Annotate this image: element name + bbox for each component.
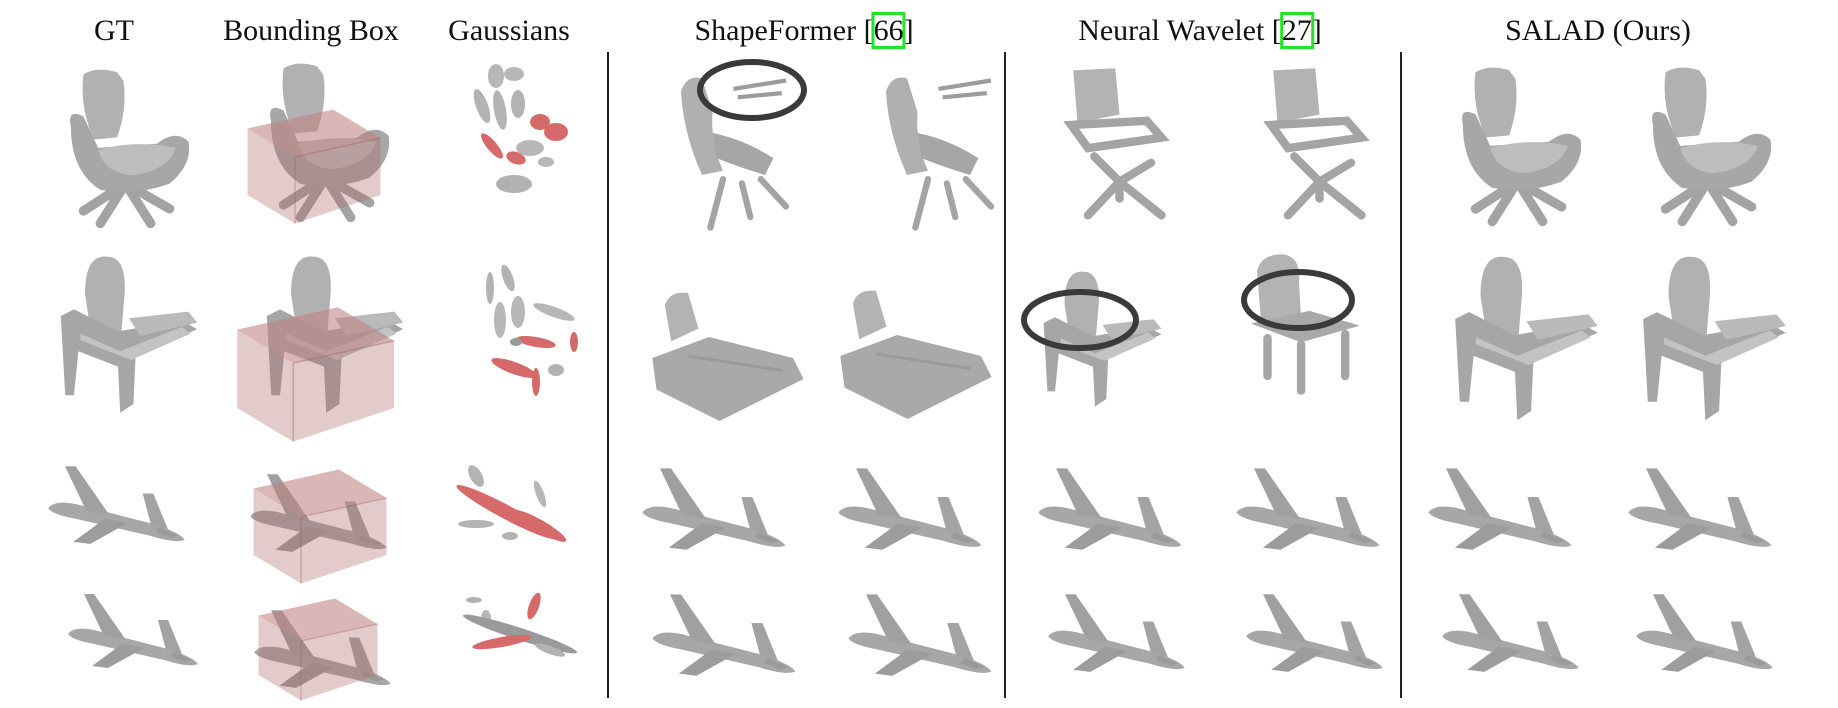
wavelet-render-airplane-1a [1038, 468, 1182, 550]
shapeformer-render-airplane-2a [652, 594, 796, 676]
separator-line [607, 52, 609, 698]
gaussian-render-chair-1 [470, 64, 568, 193]
citation-ref-shapeformer[interactable]: 66 [871, 12, 906, 49]
bbox-render-airplane-1 [250, 468, 388, 585]
header-shapeformer: ShapeFormer [66] [694, 12, 914, 49]
gt-render-chair-1 [48, 60, 198, 230]
salad-render-airplane-1b [1628, 468, 1772, 550]
bbox-render-airplane-2 [254, 597, 391, 702]
shapeformer-render-airplane-1a [642, 468, 786, 550]
bbox-render-chair-1 [246, 60, 412, 225]
salad-render-airplane-2b [1636, 594, 1773, 672]
citation-ref-neural-wavelet[interactable]: 27 [1279, 12, 1314, 49]
header-gt: GT [94, 14, 134, 47]
header-neural-wavelet: Neural Wavelet [27] [1078, 12, 1322, 49]
wavelet-render-airplane-2a [1048, 594, 1185, 672]
gaussian-render-airplane-2 [461, 591, 579, 660]
header-salad-ours: SALAD (Ours) [1505, 14, 1691, 47]
salad-render-chair-2b [1643, 256, 1786, 421]
wavelet-render-airplane-1b [1236, 468, 1380, 550]
salad-render-airplane-1a [1428, 468, 1572, 550]
gt-render-airplane-2 [68, 594, 198, 668]
shapeformer-render-airplane-1b [838, 468, 982, 550]
shapeformer-render-chair-1b [855, 62, 1015, 237]
separator-line [1004, 52, 1006, 698]
salad-render-chair-2a [1455, 256, 1598, 421]
gaussian-render-chair-2 [486, 263, 578, 396]
separator-line [1400, 52, 1402, 698]
salad-render-airplane-2a [1442, 594, 1579, 672]
gaussian-render-airplane-1 [453, 462, 569, 547]
wavelet-render-chair-2a [1021, 271, 1162, 407]
wavelet-render-chair-1b [1240, 58, 1390, 233]
wavelet-render-airplane-2b [1246, 594, 1383, 672]
wavelet-render-chair-2b [1241, 246, 1376, 416]
salad-render-chair-1a [1440, 58, 1590, 233]
gt-render-airplane-1 [48, 466, 185, 544]
shapeformer-render-chair-1a [650, 59, 807, 237]
shapeformer-render-airplane-2b [848, 594, 992, 676]
header-bounding-box: Bounding Box [223, 14, 399, 47]
header-gaussians: Gaussians [448, 14, 570, 47]
bbox-render-chair-2 [236, 256, 404, 443]
salad-render-chair-1b [1630, 58, 1780, 233]
gt-render-chair-2 [60, 256, 198, 413]
wavelet-render-chair-1a [1040, 58, 1190, 233]
shapeformer-render-chair-2b [838, 289, 994, 421]
shapeformer-render-chair-2a [650, 291, 806, 423]
